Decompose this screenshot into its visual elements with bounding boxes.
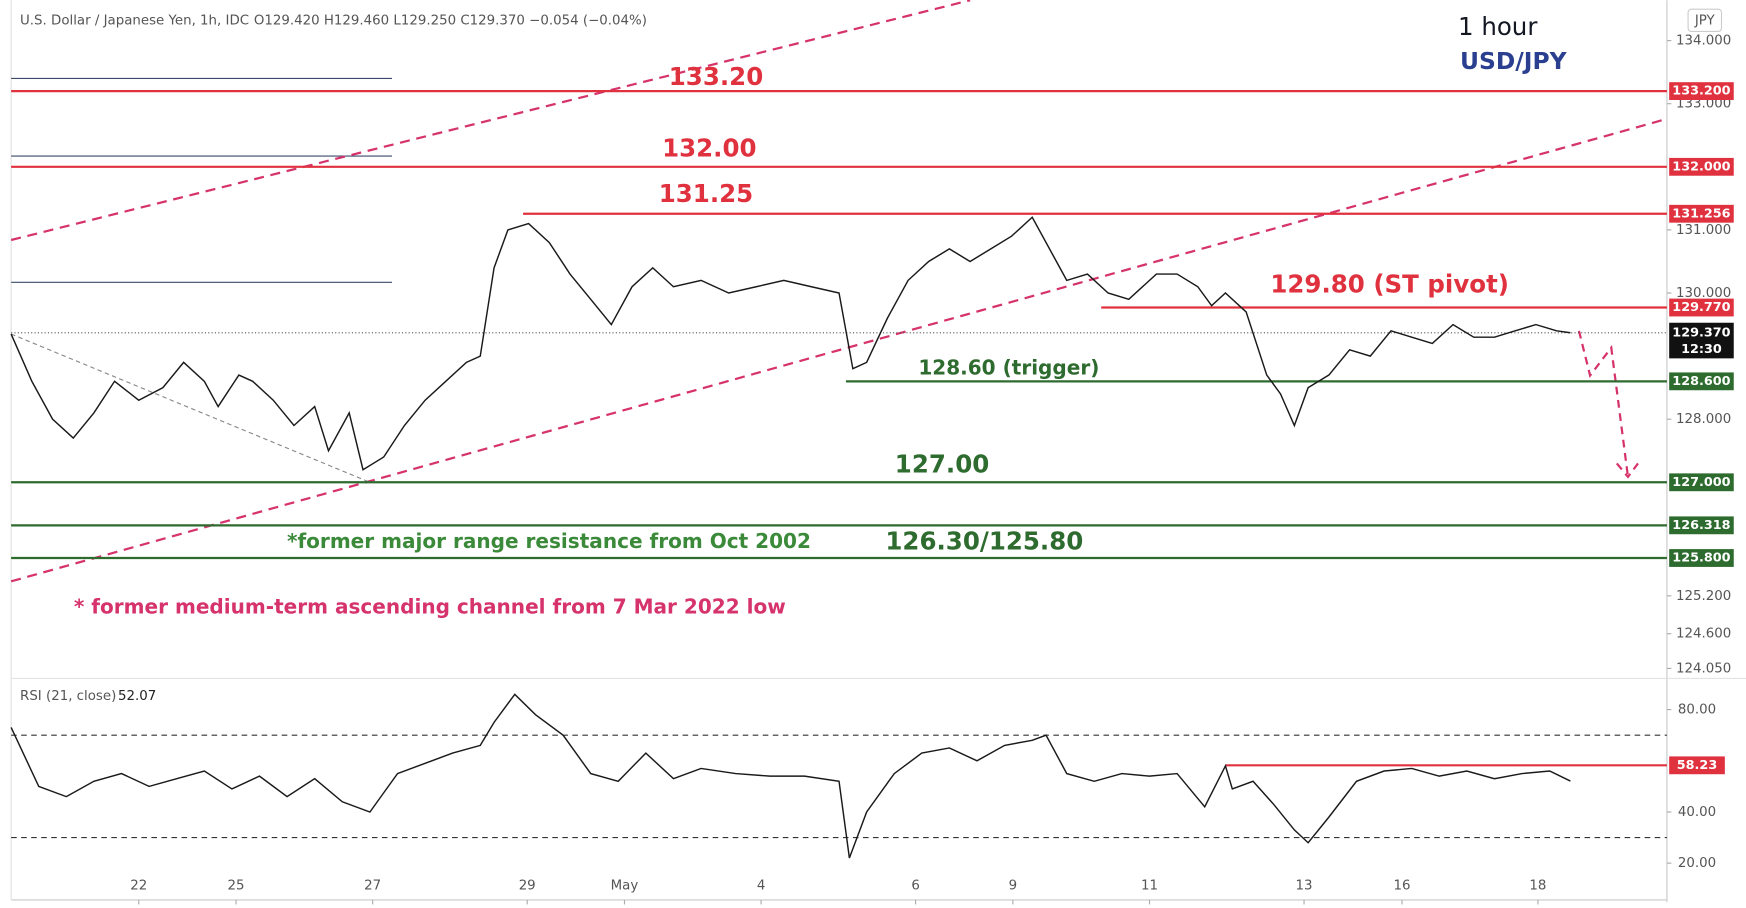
annotation: 126.30/125.80: [885, 527, 1083, 556]
x-tick-label: 22: [130, 878, 147, 893]
rsi-badge-label: 58.23: [1677, 758, 1717, 773]
currency-box: [1687, 8, 1723, 32]
last-price-label: 129.370: [1672, 325, 1730, 340]
y-tick-label: 130.000: [1676, 286, 1731, 301]
trendline: [10, 333, 371, 483]
x-tick-label: May: [611, 878, 639, 893]
timeframe: 1 hour: [1458, 12, 1538, 41]
y-tick-label: 134.000: [1676, 34, 1731, 49]
level-badge-label: 125.800: [1672, 551, 1730, 566]
rsi-badge: [1669, 756, 1725, 775]
annotation: 133.20: [669, 62, 763, 91]
y-tick-label: 124.050: [1676, 661, 1731, 676]
level-badge: [1669, 157, 1734, 176]
y-tick-label: 125.200: [1676, 589, 1731, 604]
y-tick-label: 128.000: [1676, 412, 1731, 427]
annotation: 131.25: [659, 179, 753, 208]
annotation: 128.60 (trigger): [918, 355, 1099, 379]
level-badge-label: 133.200: [1672, 84, 1730, 99]
trendline: [10, 117, 1668, 583]
x-tick-label: 11: [1141, 878, 1158, 893]
level-badge: [1669, 473, 1734, 492]
y-tick-label: 20.00: [1678, 856, 1716, 871]
pair: USD/JPY: [1460, 47, 1568, 75]
level-badge-label: 126.318: [1672, 518, 1730, 533]
last-price-badge: [1669, 322, 1734, 359]
x-tick-label: 27: [364, 878, 381, 893]
rsi-title: RSI (21, close): [20, 689, 116, 704]
y-tick-label: 40.00: [1678, 805, 1716, 820]
level-badge: [1669, 298, 1734, 317]
ohlc: O129.420 H129.460 L129.250 C129.370 −0.0…: [254, 13, 647, 28]
price-line: [10, 216, 1571, 471]
annotation: 132.00: [662, 133, 756, 162]
level-badge: [1669, 204, 1734, 223]
level-badge-label: 132.000: [1672, 159, 1730, 174]
annotation: 127.00: [895, 450, 989, 479]
x-tick-label: 9: [1009, 878, 1018, 893]
y-tick-label: 80.00: [1678, 703, 1716, 718]
y-tick-label: 131.000: [1676, 223, 1731, 238]
currency: JPY: [1694, 13, 1716, 28]
level-badge: [1669, 372, 1734, 391]
x-tick-label: 13: [1296, 878, 1313, 893]
x-tick-label: 16: [1394, 878, 1411, 893]
rsi-line: [10, 693, 1571, 859]
level-badge: [1669, 549, 1734, 567]
level-badge: [1669, 82, 1734, 101]
level-badge-label: 129.770: [1672, 300, 1730, 315]
level-badge-label: 131.256: [1672, 206, 1730, 221]
x-tick-label: 29: [519, 878, 536, 893]
level-badge-label: 128.600: [1672, 374, 1730, 389]
x-tick-label: 18: [1529, 878, 1546, 893]
x-tick-label: 6: [911, 878, 920, 893]
symbol-info: U.S. Dollar / Japanese Yen, 1h, IDC: [20, 13, 249, 28]
y-tick-label: 124.600: [1676, 627, 1731, 642]
trendline: [10, 0, 971, 242]
x-tick-label: 4: [757, 878, 766, 893]
level-badge: [1669, 516, 1734, 535]
level-badge-label: 127.000: [1672, 475, 1730, 490]
x-tick-label: 25: [228, 878, 245, 893]
projection-arrow: [1577, 330, 1639, 479]
annotation: * former medium-term ascending channel f…: [74, 595, 786, 619]
countdown: 12:30: [1681, 342, 1722, 357]
annotation: *former major range resistance from Oct …: [287, 529, 811, 553]
rsi-last: 52.07: [118, 689, 156, 704]
annotation: 129.80 (ST pivot): [1270, 269, 1509, 298]
y-tick-label: 133.000: [1676, 97, 1731, 112]
